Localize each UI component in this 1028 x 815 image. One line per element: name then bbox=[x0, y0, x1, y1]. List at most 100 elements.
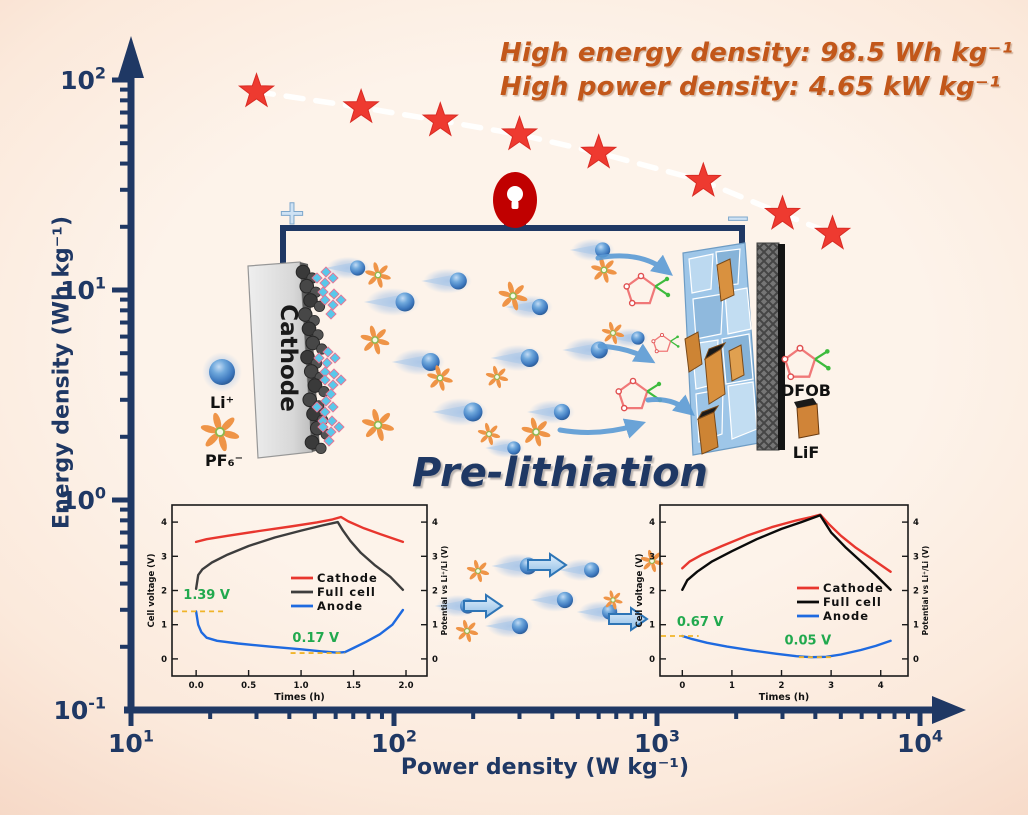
pf6-petal bbox=[604, 333, 613, 342]
dfob-f-atom bbox=[826, 365, 831, 371]
pf6-anion bbox=[362, 409, 394, 441]
pf6-anion bbox=[601, 321, 625, 345]
pf6-petal bbox=[473, 559, 479, 571]
pf6-center bbox=[371, 336, 379, 344]
ragone-series bbox=[237, 72, 852, 250]
y-minor-tick bbox=[120, 308, 131, 313]
cathode-particle bbox=[313, 300, 326, 312]
y-minor-tick bbox=[120, 607, 131, 612]
y-minor-tick bbox=[120, 530, 131, 535]
pf6-petal bbox=[469, 571, 478, 580]
pf6-anion bbox=[485, 365, 509, 389]
x-minor-tick bbox=[780, 710, 785, 719]
pf6-petal bbox=[205, 432, 220, 447]
pf6-petal bbox=[200, 425, 219, 434]
dfob-ring bbox=[652, 334, 672, 352]
pf6-petal bbox=[536, 421, 547, 432]
inset-x-axis-label: Times (h) bbox=[759, 692, 810, 703]
li-ion-comet bbox=[485, 438, 525, 458]
x-major-tick bbox=[128, 710, 134, 726]
ion-legend: Li⁺ PF₆⁻ bbox=[200, 352, 243, 470]
pf6-center bbox=[532, 428, 540, 436]
cathode-particle bbox=[303, 293, 318, 308]
x-tick-label: 103 bbox=[634, 727, 680, 759]
comet-tail bbox=[530, 593, 564, 607]
dfob-oxygen bbox=[637, 272, 645, 280]
pf6-petal bbox=[221, 430, 240, 439]
cathode-particle bbox=[302, 392, 318, 408]
inset-x-tick-label: 3 bbox=[828, 681, 834, 691]
pf6-petal bbox=[430, 378, 440, 388]
y-minor-tick bbox=[120, 397, 131, 402]
pf6-petal bbox=[535, 433, 542, 447]
pf6-petal bbox=[603, 271, 609, 283]
pf6-petal bbox=[525, 432, 536, 443]
cathode-particle bbox=[299, 278, 315, 294]
pf6-petal bbox=[488, 377, 497, 386]
inset-y2-tick-label: 2 bbox=[913, 587, 919, 597]
flow-arrow bbox=[557, 418, 646, 439]
inset-y-tick-label: 2 bbox=[649, 587, 655, 597]
dfob-oxygen bbox=[787, 373, 795, 381]
pf6-petal bbox=[492, 365, 498, 377]
anode-electrode bbox=[682, 242, 785, 456]
cluster-unit bbox=[311, 401, 323, 413]
pf6-petal bbox=[480, 434, 489, 443]
x-minor-tick bbox=[596, 710, 601, 719]
dfob-f-bond bbox=[814, 350, 828, 361]
li-ion-comet bbox=[485, 614, 533, 638]
cluster-unit bbox=[326, 415, 338, 427]
sei-legend: DFOB LiF bbox=[781, 344, 831, 462]
pf6-petal bbox=[601, 328, 613, 334]
inset-y2-tick-label: 2 bbox=[432, 587, 438, 597]
comet-li-sphere bbox=[556, 591, 574, 609]
pf6-petal bbox=[612, 333, 618, 345]
pf6-center bbox=[494, 374, 500, 380]
x-minor-tick bbox=[550, 710, 555, 719]
pf6-petal bbox=[652, 552, 661, 561]
pf6-petal bbox=[647, 549, 653, 561]
pf6-anion bbox=[498, 281, 528, 311]
inset-y2-tick-label: 4 bbox=[432, 518, 438, 528]
pf6-petal bbox=[497, 376, 509, 382]
dfob-oxygen bbox=[623, 283, 631, 290]
dfob-f-bond bbox=[670, 336, 678, 342]
cluster-unit bbox=[327, 272, 339, 284]
dfob-f-bond bbox=[654, 285, 669, 296]
y-minor-tick bbox=[120, 297, 131, 302]
pf6-center bbox=[373, 420, 383, 430]
pf6-center bbox=[649, 558, 655, 564]
cluster-unit bbox=[328, 368, 340, 380]
y-minor-tick bbox=[120, 187, 131, 192]
dfob-f-atom bbox=[824, 349, 830, 354]
electrolyte-species bbox=[311, 238, 695, 643]
current-collector-mesh bbox=[756, 242, 780, 451]
pf6-petal bbox=[466, 631, 472, 643]
ragone-star-point bbox=[342, 87, 380, 124]
annotation-voltage-label: 0.05 V bbox=[784, 634, 831, 649]
comet-li-sphere bbox=[350, 260, 366, 276]
pf6-anion-icon bbox=[200, 412, 240, 452]
cluster-unit bbox=[327, 379, 339, 391]
pf6-anion bbox=[455, 619, 479, 643]
x-axis-line bbox=[124, 706, 936, 714]
dfob-molecule bbox=[615, 377, 663, 412]
pf6-petal bbox=[378, 412, 391, 425]
pf6-petal bbox=[488, 434, 494, 446]
cluster-unit bbox=[320, 266, 332, 278]
inset-y2-tick-label: 0 bbox=[432, 655, 438, 665]
dfob-oxygen bbox=[615, 388, 623, 395]
pf6-petal bbox=[365, 270, 377, 276]
ragone-star-point bbox=[684, 161, 722, 197]
pf6-petal bbox=[484, 422, 490, 434]
y-axis-title: Energy density (Wh kg⁻¹) bbox=[49, 215, 75, 530]
pf6-center bbox=[600, 266, 608, 274]
pf6-petal bbox=[613, 599, 623, 604]
cluster-unit bbox=[325, 426, 337, 438]
pf6-petal bbox=[603, 596, 613, 601]
y-minor-tick bbox=[120, 518, 131, 523]
comet-li-sphere bbox=[449, 272, 467, 290]
